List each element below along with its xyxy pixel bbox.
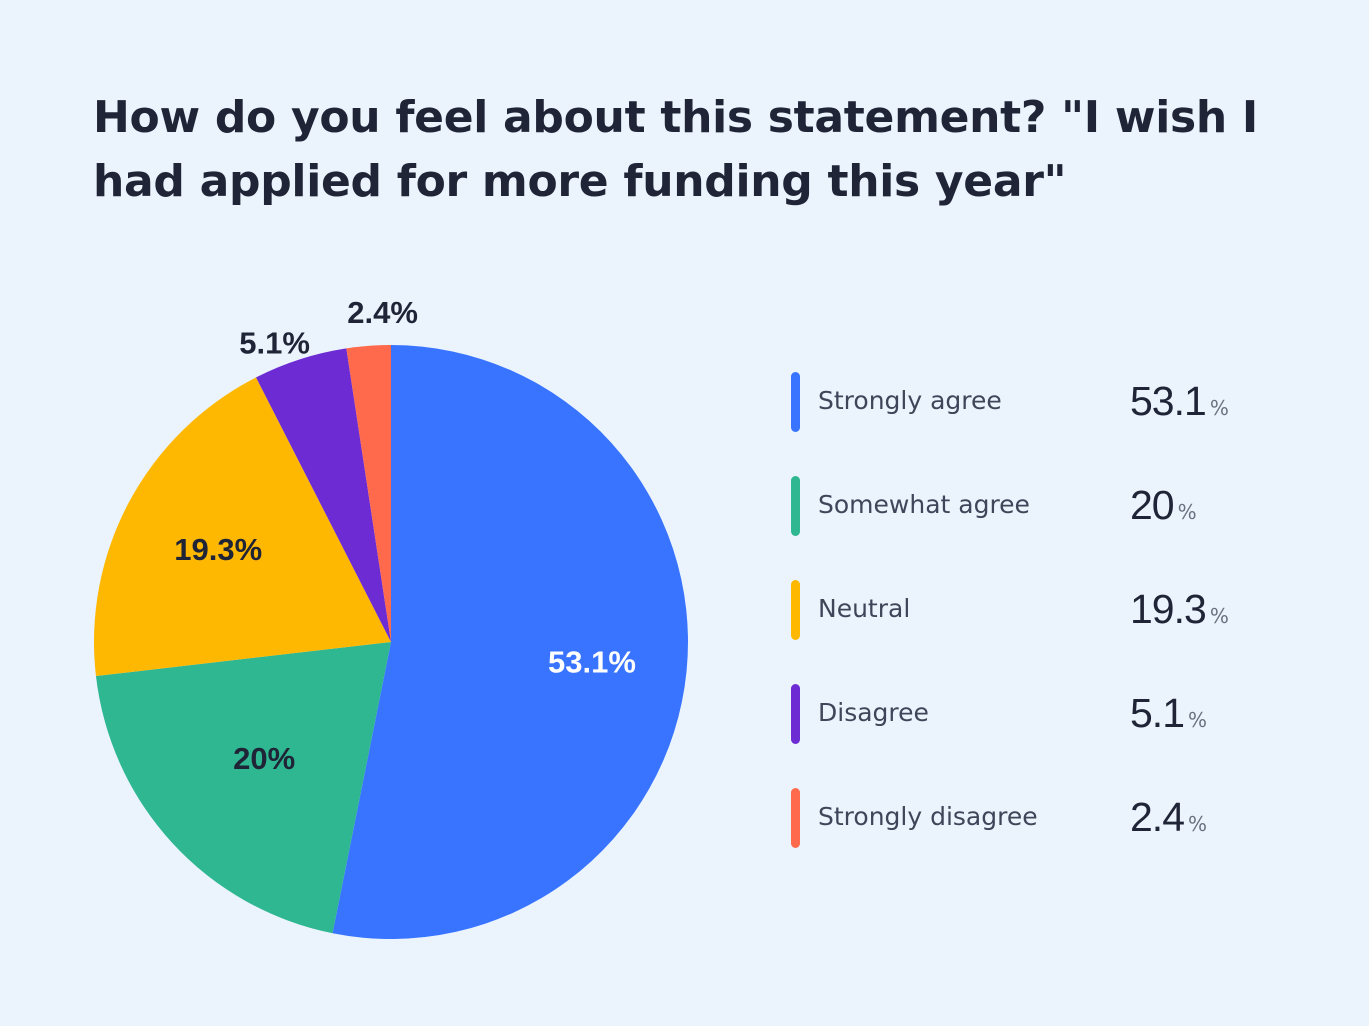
legend-unit: % xyxy=(1188,812,1208,836)
legend-unit: % xyxy=(1209,396,1229,420)
legend-value: 20% xyxy=(1130,482,1197,529)
legend-swatch xyxy=(791,476,800,536)
chart-title: How do you feel about this statement? "I… xyxy=(93,92,1259,207)
pie-slice-strongly-agree xyxy=(332,345,688,939)
legend-item-strongly-agree: Strongly agree 53.1% xyxy=(791,372,1261,432)
legend-label: Disagree xyxy=(818,698,929,727)
pie-slice-strongly-disagree xyxy=(346,345,391,642)
legend-number: 20 xyxy=(1130,482,1175,528)
legend-item-strongly-disagree: Strongly disagree 2.4% xyxy=(791,788,1261,848)
legend-number: 5.1 xyxy=(1130,690,1185,736)
legend-item-disagree: Disagree 5.1% xyxy=(791,684,1261,744)
legend-value: 5.1% xyxy=(1130,690,1207,737)
legend-unit: % xyxy=(1209,604,1229,628)
legend-value: 2.4% xyxy=(1130,794,1207,841)
pie-slice-disagree xyxy=(256,348,391,642)
pie-slice-neutral xyxy=(93,377,391,677)
legend-label: Somewhat agree xyxy=(818,490,1030,519)
legend-number: 53.1 xyxy=(1130,378,1207,424)
legend-swatch xyxy=(791,580,800,640)
pie-slice-label-somewhat-agree: 20% xyxy=(233,741,295,776)
legend-swatch xyxy=(791,684,800,744)
pie-slice-label-strongly-disagree: 2.4% xyxy=(347,295,418,330)
legend-unit: % xyxy=(1188,708,1208,732)
pie-slice-somewhat-agree xyxy=(95,642,391,934)
legend-swatch xyxy=(791,788,800,848)
legend-number: 2.4 xyxy=(1130,794,1185,840)
legend-label: Strongly disagree xyxy=(818,802,1038,831)
legend-unit: % xyxy=(1177,500,1197,524)
legend-label: Neutral xyxy=(818,594,911,623)
pie-slice-label-disagree: 5.1% xyxy=(239,326,310,361)
legend-swatch xyxy=(791,372,800,432)
legend-item-somewhat-agree: Somewhat agree 20% xyxy=(791,476,1261,536)
pie-slice-label-strongly-agree: 53.1% xyxy=(548,645,636,680)
legend-value: 53.1% xyxy=(1130,378,1229,425)
pie-slice-label-neutral: 19.3% xyxy=(174,532,262,567)
legend-label: Strongly agree xyxy=(818,386,1002,415)
legend-number: 19.3 xyxy=(1130,586,1207,632)
legend-item-neutral: Neutral 19.3% xyxy=(791,580,1261,640)
legend-value: 19.3% xyxy=(1130,586,1229,633)
